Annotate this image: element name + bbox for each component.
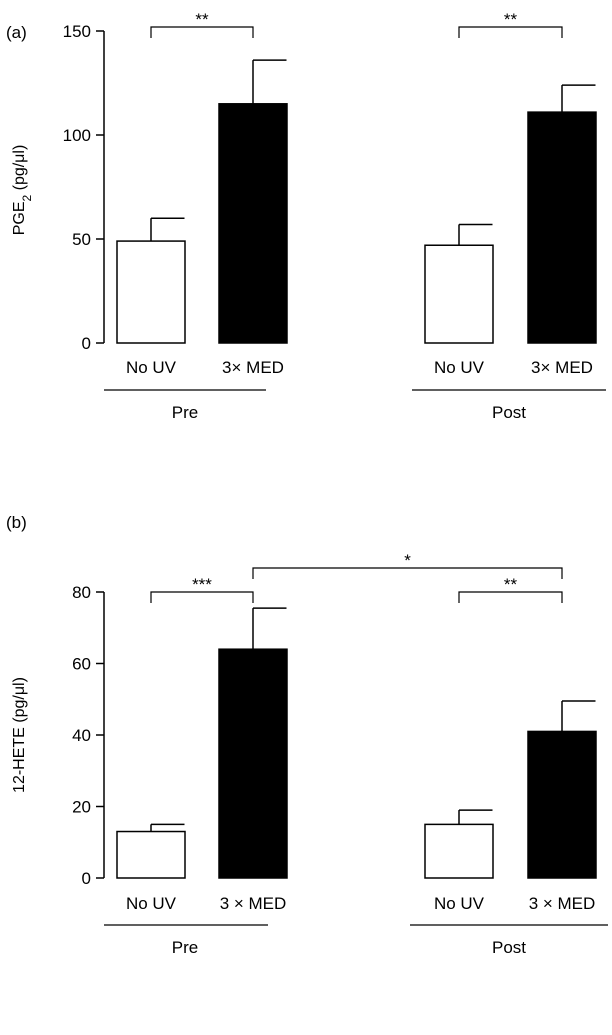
panel-label: (a)	[6, 23, 27, 42]
category-label: 3× MED	[531, 358, 593, 377]
significance-label: *	[404, 551, 411, 570]
bar	[527, 730, 597, 879]
y-tick-label: 150	[63, 22, 91, 41]
group-label: Post	[492, 403, 526, 422]
group-label: Pre	[172, 938, 198, 957]
significance-bracket	[458, 591, 563, 603]
significance-label: **	[195, 10, 209, 29]
significance-label: ***	[192, 575, 212, 594]
significance-label: **	[504, 10, 518, 29]
bar	[218, 648, 288, 879]
significance-bracket	[252, 567, 563, 579]
bar	[116, 830, 186, 879]
y-tick-label: 0	[82, 869, 91, 888]
category-label: No UV	[126, 358, 177, 377]
bar	[218, 103, 288, 344]
significance-bracket	[150, 591, 254, 603]
significance-bracket	[458, 26, 563, 38]
category-label: 3 × MED	[529, 894, 596, 913]
group-label: Post	[492, 938, 526, 957]
bar	[424, 244, 494, 344]
category-label: No UV	[126, 894, 177, 913]
y-tick-label: 20	[72, 798, 91, 817]
y-tick-label: 0	[82, 334, 91, 353]
y-tick-label: 80	[72, 583, 91, 602]
chart-panel-b: (b) 12-HETE (pg/μl) 0 20 40 60 80 No UV 3 × MED N…	[6, 513, 608, 957]
bar	[116, 240, 186, 344]
panel-label: (b)	[6, 513, 27, 532]
y-axis-label: 12-HETE (pg/μl)	[11, 677, 28, 793]
chart-panel-a: (a) PGE2 (pg/μl) 0 50 100 150 No UV 3× MED No UV…	[6, 10, 606, 422]
bar	[424, 823, 494, 879]
y-tick-label: 60	[72, 655, 91, 674]
y-tick-label: 40	[72, 726, 91, 745]
category-label: 3 × MED	[220, 894, 287, 913]
bar	[527, 111, 597, 344]
group-label: Pre	[172, 403, 198, 422]
y-tick-label: 50	[72, 230, 91, 249]
significance-bracket	[150, 26, 254, 38]
category-label: No UV	[434, 358, 485, 377]
significance-label: **	[504, 575, 518, 594]
y-tick-label: 100	[63, 126, 91, 145]
y-axis-label: PGE2 (pg/μl)	[11, 145, 34, 236]
category-label: No UV	[434, 894, 485, 913]
category-label: 3× MED	[222, 358, 284, 377]
